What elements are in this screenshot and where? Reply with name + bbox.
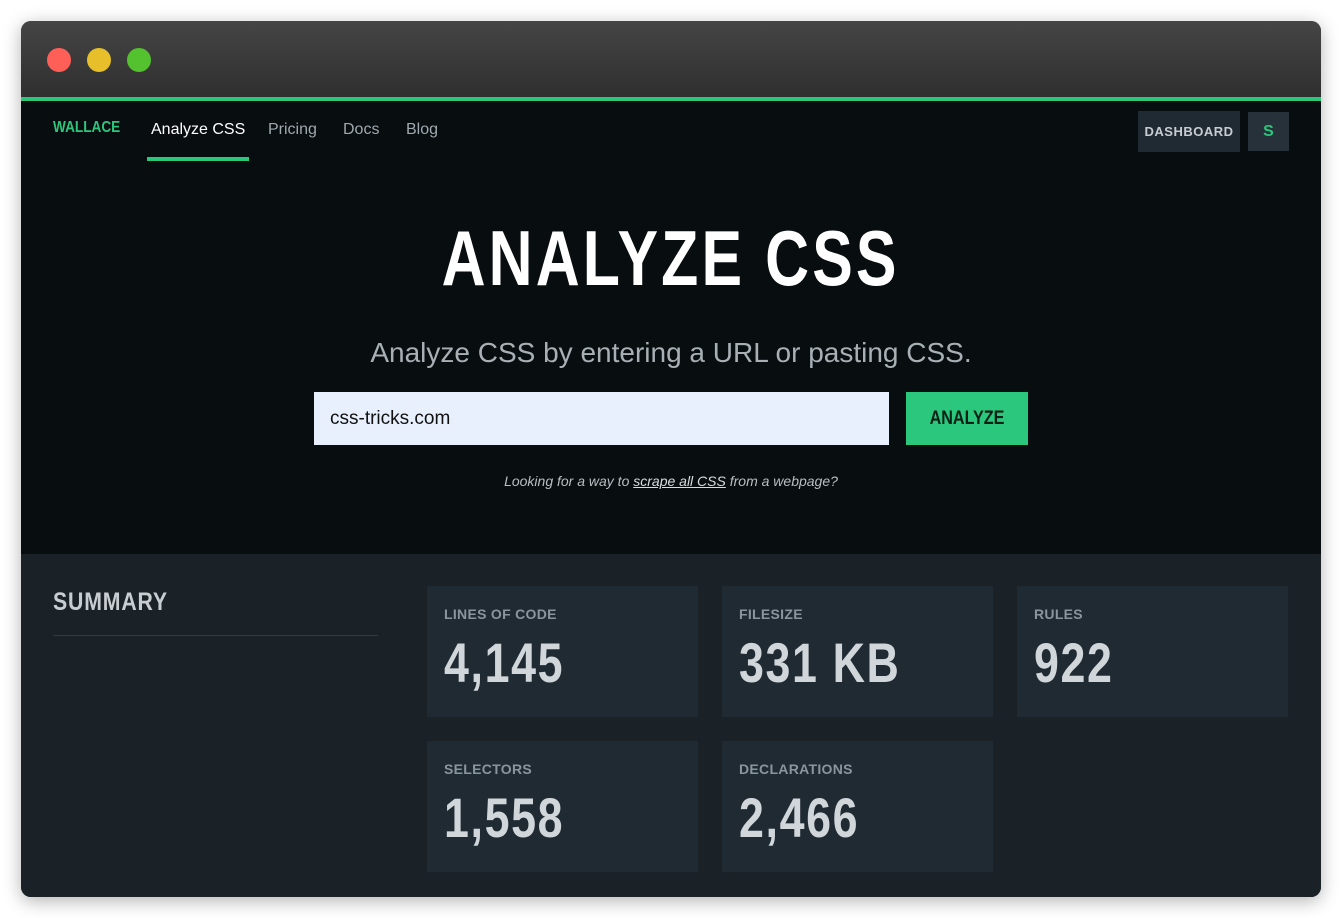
url-input[interactable] (314, 392, 889, 445)
stat-value: 1,558 (444, 786, 565, 849)
stat-label: SELECTORS (444, 761, 533, 777)
active-tab-indicator (147, 157, 249, 161)
nav-analyze-css[interactable]: Analyze CSS (151, 121, 246, 138)
hint-text: Looking for a way to (504, 473, 634, 489)
stat-label: FILESIZE (739, 606, 803, 622)
accent-line (21, 97, 1321, 101)
stat-value: 2,466 (739, 786, 860, 849)
hint-text-end: from a webpage? (725, 473, 838, 489)
maximize-button[interactable] (127, 48, 151, 72)
stat-card-selectors: SELECTORS 1,558 (427, 741, 698, 872)
subtitle: Analyze CSS by entering a URL or pasting… (370, 337, 972, 368)
nav-blog[interactable]: Blog (406, 121, 439, 138)
browser-window: WALLACE Analyze CSS Pricing Docs Blog DA… (21, 21, 1321, 897)
summary-section: SUMMARY LINES OF CODE 4,145 FILESIZE 331 K… (21, 554, 1321, 897)
close-button[interactable] (47, 48, 71, 72)
page-title: ANALYZE CSS (21, 213, 1321, 304)
top-nav: WALLACE Analyze CSS Pricing Docs Blog DA… (21, 101, 1321, 161)
stat-value: 922 (1034, 631, 1114, 694)
scrape-link[interactable]: scrape all CSS (633, 473, 726, 489)
stat-value: 331 KB (739, 631, 901, 694)
stat-card-lines: LINES OF CODE 4,145 (427, 586, 698, 717)
stat-card-filesize: FILESIZE 331 KB (722, 586, 993, 717)
stat-card-declarations: DECLARATIONS 2,466 (722, 741, 993, 872)
divider (53, 635, 378, 636)
minimize-button[interactable] (87, 48, 111, 72)
stat-label: RULES (1034, 606, 1083, 622)
logo[interactable]: WALLACE (53, 119, 121, 136)
stat-label: LINES OF CODE (444, 606, 557, 622)
stat-label: DECLARATIONS (739, 761, 853, 777)
avatar[interactable]: S (1248, 112, 1289, 151)
analyze-button-label: ANALYZE (929, 407, 1005, 429)
hero-section: WALLACE Analyze CSS Pricing Docs Blog DA… (21, 101, 1321, 554)
stat-value: 4,145 (444, 631, 565, 694)
page-title-text: ANALYZE CSS (441, 214, 901, 302)
nav-docs[interactable]: Docs (343, 121, 380, 138)
summary-title: SUMMARY (53, 588, 168, 616)
dashboard-button[interactable]: DASHBOARD (1138, 111, 1240, 152)
stat-card-rules: RULES 922 (1017, 586, 1288, 717)
title-bar (21, 21, 1321, 97)
analyze-button[interactable]: ANALYZE (906, 392, 1028, 445)
scrape-hint: Looking for a way to scrape all CSS from… (21, 473, 1321, 489)
nav-pricing[interactable]: Pricing (268, 121, 317, 138)
